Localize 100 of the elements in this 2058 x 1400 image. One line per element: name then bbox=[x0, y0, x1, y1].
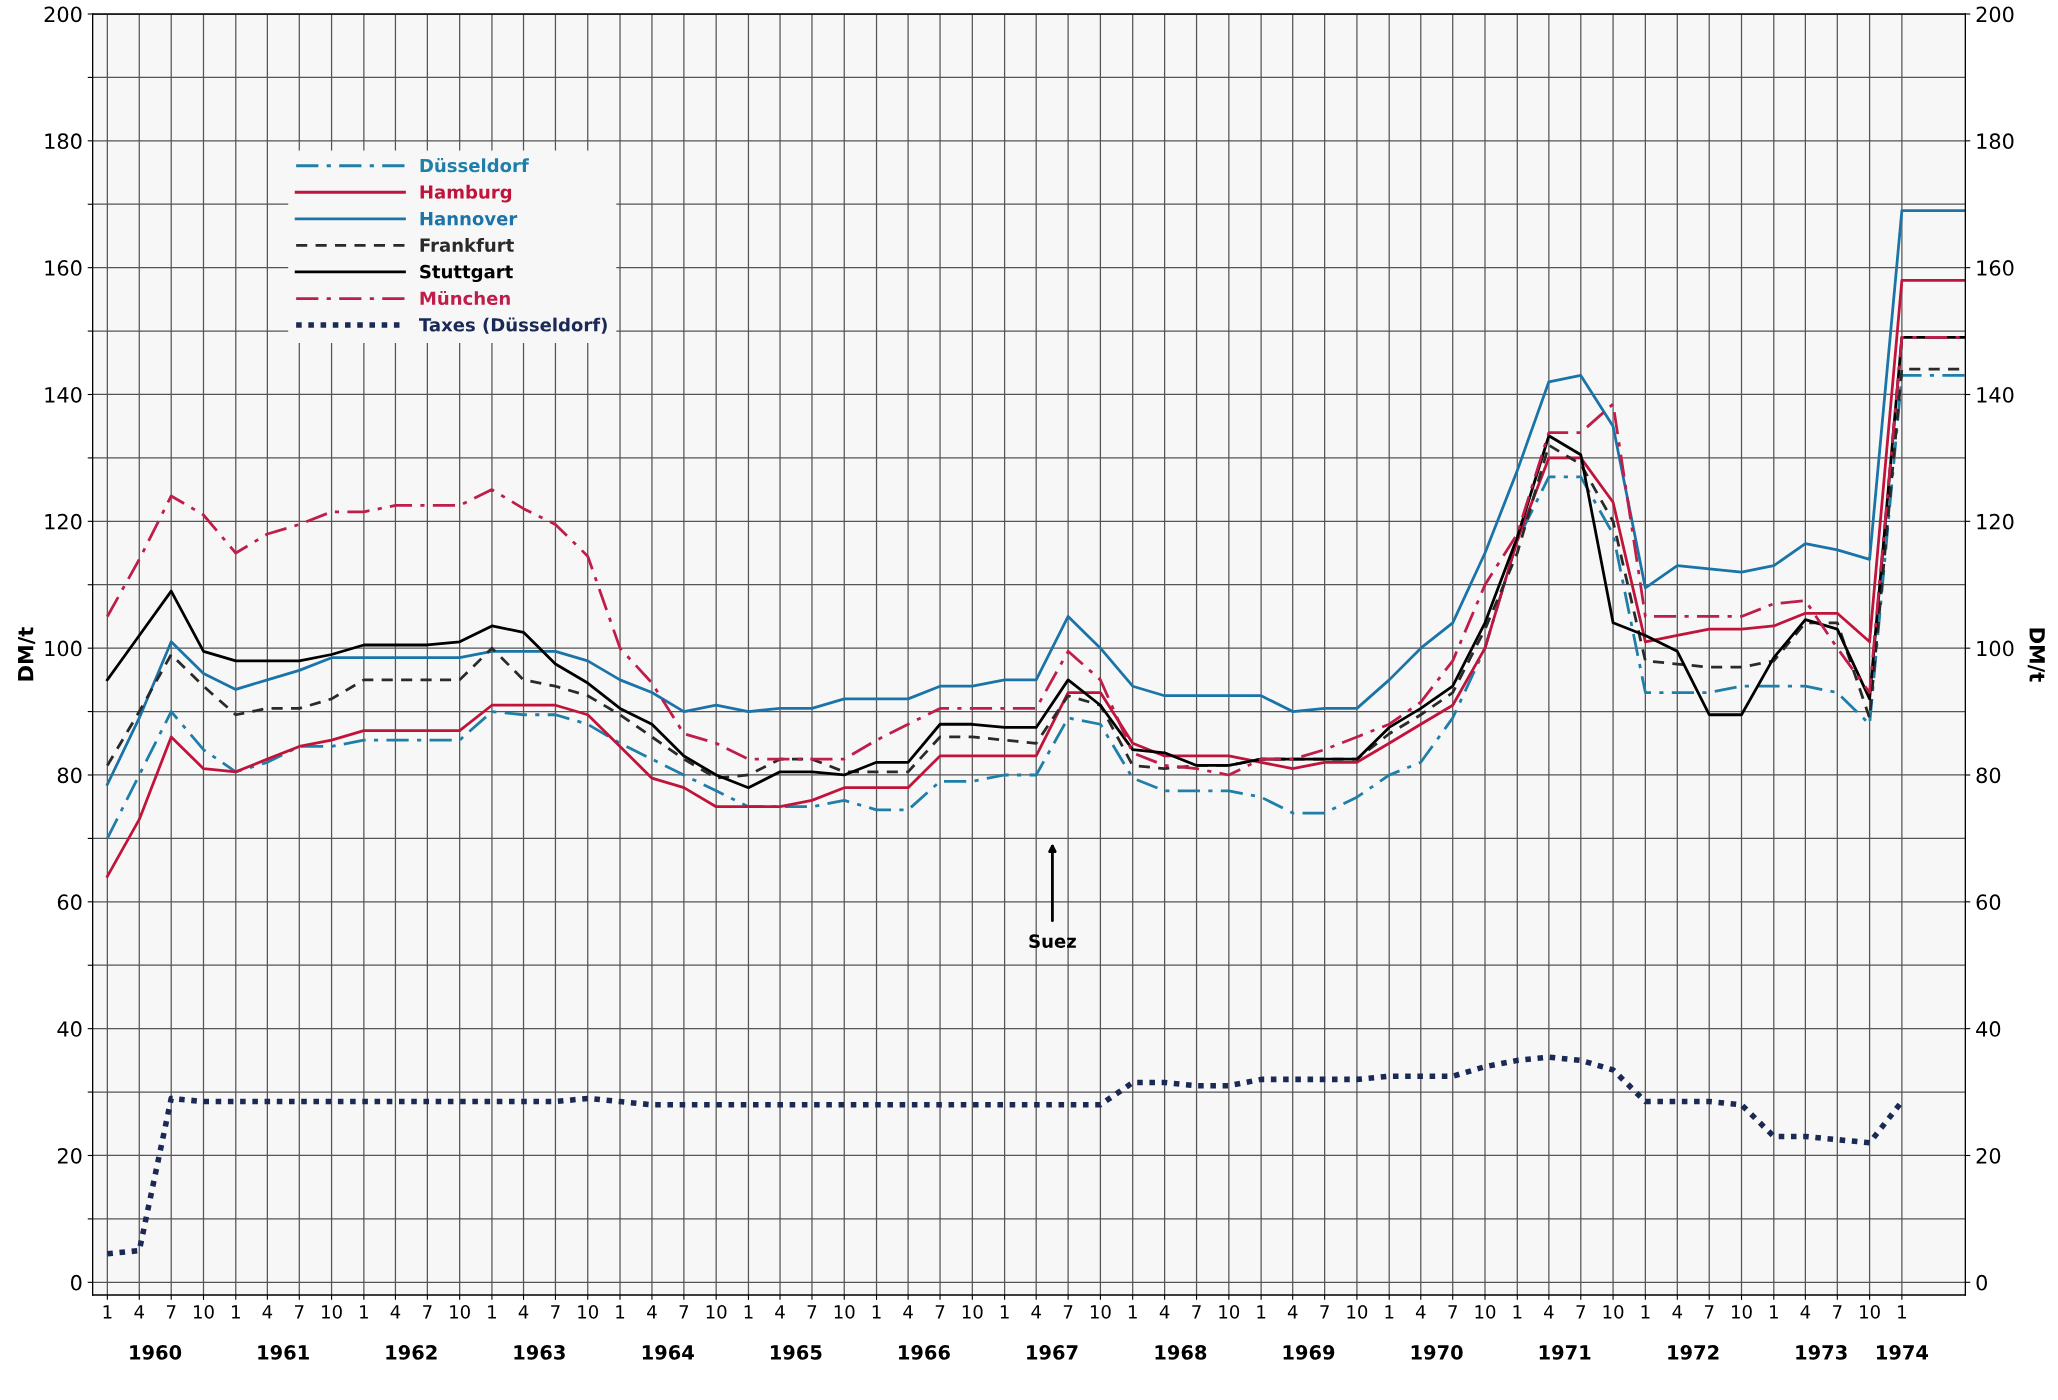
x-tick-label: 1 bbox=[360, 1305, 368, 1319]
x-tick-label: 7 bbox=[1576, 1305, 1585, 1319]
x-tick-label: 4 bbox=[262, 1305, 273, 1319]
text: Hamburg bbox=[420, 184, 512, 203]
x-tick-label: 10 bbox=[706, 1305, 727, 1319]
y-tick-label: 40 bbox=[57, 1021, 82, 1037]
line-series bbox=[105, 209, 1966, 786]
x-tick-label: 7 bbox=[1833, 1305, 1842, 1319]
y2-tick-label: 200 bbox=[1976, 6, 2014, 23]
text: Hannover bbox=[420, 212, 518, 226]
y2-tick-label: 80 bbox=[1976, 767, 2001, 784]
x2-tick-label: 1965 bbox=[770, 1345, 822, 1360]
y2-tick-label: 20 bbox=[1976, 1147, 2001, 1164]
x-tick-label: 1 bbox=[1641, 1305, 1650, 1319]
x-tick-label: 1 bbox=[1128, 1305, 1137, 1319]
x-tick-label: 7 bbox=[551, 1305, 560, 1319]
x-tick-label: 4 bbox=[390, 1305, 401, 1319]
x-tick-label: 4 bbox=[1544, 1305, 1554, 1319]
x-tick-label: 4 bbox=[518, 1305, 529, 1319]
y-tick-label: 200 bbox=[44, 6, 82, 23]
x-tick-label: 7 bbox=[1704, 1305, 1714, 1319]
y-tick-label: 60 bbox=[57, 894, 82, 911]
x-tick-label: 1 bbox=[1385, 1305, 1394, 1319]
y-tick-label: 180 bbox=[45, 133, 82, 150]
y-tick-label: 80 bbox=[57, 767, 82, 784]
y-axis-title: DM/t bbox=[18, 627, 36, 681]
x-tick-label: 10 bbox=[1219, 1305, 1240, 1319]
x-tick-label: 10 bbox=[578, 1305, 599, 1319]
y2-tick-label: 140 bbox=[1977, 386, 2014, 403]
x-tick-label: 7 bbox=[1063, 1305, 1073, 1319]
x-tick-label: 4 bbox=[1031, 1305, 1041, 1319]
x-tick-label: 1 bbox=[488, 1305, 497, 1319]
x-tick-label: 1 bbox=[616, 1305, 625, 1319]
x-tick-label: 10 bbox=[962, 1305, 983, 1319]
x2-tick-label: 1960 bbox=[130, 1345, 182, 1360]
x2-tick-label: 1971 bbox=[1539, 1345, 1591, 1360]
x2-tick-label: 1963 bbox=[514, 1345, 565, 1360]
x-tick-label: 10 bbox=[322, 1305, 342, 1319]
annotation: Suez bbox=[1029, 934, 1076, 948]
x-tick-label: 10 bbox=[1090, 1305, 1111, 1319]
x-tick-label: 7 bbox=[935, 1305, 945, 1319]
y-tick-label: 140 bbox=[45, 386, 82, 403]
x2-tick-label: 1974 bbox=[1877, 1345, 1929, 1360]
text: Frankfurt bbox=[420, 238, 514, 252]
x-tick-label: 4 bbox=[647, 1305, 657, 1319]
x-tick-label: 1 bbox=[744, 1305, 753, 1319]
text: Düsseldorf bbox=[420, 158, 529, 173]
y2-tick-label: 180 bbox=[1977, 133, 2014, 150]
y-tick-label: 0 bbox=[71, 1274, 82, 1291]
x2-tick-label: 1962 bbox=[386, 1345, 437, 1360]
x-tick-label: 10 bbox=[1732, 1305, 1752, 1319]
text: Taxes (Düsseldorf) bbox=[419, 317, 607, 334]
x-tick-label: 7 bbox=[1320, 1305, 1329, 1319]
y2-tick-label: 100 bbox=[1977, 640, 2014, 657]
x-tick-label: 4 bbox=[1672, 1305, 1683, 1319]
x-tick-label: 7 bbox=[1448, 1305, 1457, 1319]
x-tick-label: 1 bbox=[1257, 1305, 1266, 1319]
x-tick-label: 10 bbox=[1475, 1305, 1496, 1319]
y2-tick-label: 40 bbox=[1976, 1021, 2001, 1037]
y2-tick-label: 0 bbox=[1976, 1274, 1987, 1291]
x2-tick-label: 1964 bbox=[642, 1345, 694, 1360]
x2-tick-label: 1973 bbox=[1796, 1345, 1847, 1360]
x-tick-label: 7 bbox=[295, 1305, 304, 1319]
x-tick-label: 4 bbox=[1800, 1305, 1811, 1319]
x-tick-label: 10 bbox=[1347, 1305, 1368, 1319]
text: München bbox=[420, 290, 510, 306]
y-tick-label: 160 bbox=[45, 260, 82, 276]
x-tick-label: 4 bbox=[1287, 1305, 1298, 1319]
x-tick-label: 7 bbox=[166, 1305, 176, 1319]
x-tick-label: 1 bbox=[232, 1305, 240, 1319]
y2-axis-title: DM/t bbox=[2027, 628, 2045, 682]
x2-tick-label: 1966 bbox=[899, 1345, 950, 1360]
x2-tick-label: 1970 bbox=[1411, 1345, 1463, 1360]
x-tick-label: 10 bbox=[1860, 1305, 1880, 1319]
x-tick-label: 10 bbox=[834, 1305, 855, 1319]
x2-tick-label: 1968 bbox=[1155, 1345, 1207, 1360]
x2-tick-label: 1972 bbox=[1668, 1345, 1719, 1360]
x-tick-label: 4 bbox=[1415, 1305, 1426, 1319]
y-tick-label: 20 bbox=[57, 1147, 82, 1164]
x-tick-label: 4 bbox=[903, 1305, 913, 1319]
x-tick-label: 10 bbox=[450, 1305, 470, 1319]
x-tick-label: 7 bbox=[807, 1305, 817, 1319]
x-tick-label: 7 bbox=[679, 1305, 689, 1319]
y-tick-label: 100 bbox=[45, 640, 82, 657]
x-tick-label: 1 bbox=[1770, 1305, 1778, 1319]
y2-tick-label: 60 bbox=[1976, 894, 2001, 911]
x-tick-label: 1 bbox=[872, 1305, 881, 1319]
x-tick-label: 4 bbox=[134, 1305, 145, 1319]
x-tick-label: 10 bbox=[193, 1305, 214, 1319]
y2-tick-label: 160 bbox=[1977, 260, 2014, 276]
text: Stuttgart bbox=[420, 264, 513, 283]
y2-tick-label: 120 bbox=[1977, 513, 2014, 530]
x-tick-label: 7 bbox=[1192, 1305, 1201, 1319]
x-tick-label: 7 bbox=[423, 1305, 432, 1319]
x2-tick-label: 1961 bbox=[258, 1345, 309, 1360]
y-tick-label: 120 bbox=[45, 513, 82, 530]
x-tick-label: 1 bbox=[103, 1305, 112, 1319]
x-tick-label: 4 bbox=[1159, 1305, 1170, 1319]
x-tick-label: 10 bbox=[1603, 1305, 1624, 1319]
x2-tick-label: 1967 bbox=[1027, 1345, 1078, 1360]
